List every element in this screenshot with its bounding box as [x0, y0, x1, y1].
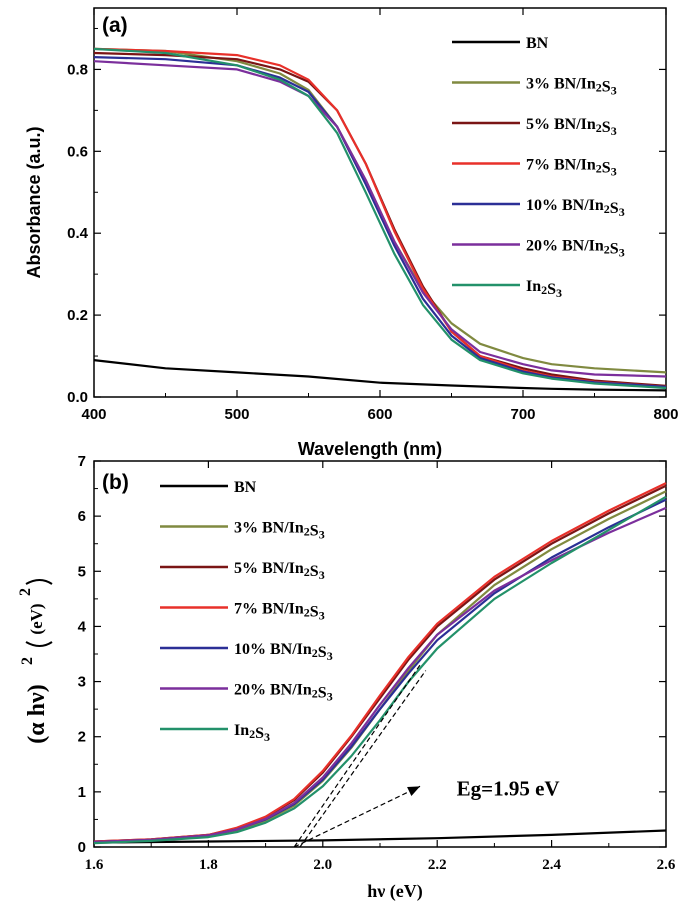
legend-label-a-2: 5% BN/In2S3: [526, 116, 617, 138]
legend-label-b-5: 20% BN/In2S3: [234, 682, 333, 704]
y-tick-label-b: 6: [78, 508, 86, 525]
legend-label-b-1: 3% BN/In2S3: [234, 520, 325, 542]
tangent-line-0: [293, 664, 421, 848]
x-tick-label-a: 800: [653, 406, 678, 423]
y-axis-label-exp2-b: 2: [17, 588, 34, 596]
series-line-a-2: [93, 51, 667, 387]
legend-label-b-2: 5% BN/In2S3: [234, 560, 325, 582]
y-tick-label-b: 5: [78, 563, 86, 580]
series-line-b-0: [93, 829, 667, 844]
legend-label-a-3: 7% BN/In2S3: [526, 157, 617, 179]
y-tick-label-a: 0.8: [67, 61, 88, 78]
x-tick-label-a: 400: [81, 406, 106, 423]
y-tick-label-a: 0.6: [67, 143, 88, 160]
panel-a-absorbance-chart: 400 500 600 700 800 0.0 0.2 0.4 0.6 0.8 Wavelength…: [24, 7, 679, 459]
y-axis-paren-right: [25, 579, 53, 585]
x-tick-label-a: 500: [224, 406, 249, 423]
y-tick-label-b: 0: [78, 839, 86, 856]
x-axis-label-b: hν (eV): [367, 881, 423, 902]
y-tick-label-b: 7: [78, 453, 86, 470]
y-tick-label-a: 0.0: [67, 389, 88, 406]
x-tick-label-b: 2.2: [428, 857, 447, 873]
series-line-a-5: [93, 60, 667, 378]
y-axis-label-exp-b: 2: [19, 657, 36, 665]
y-axis-label-b: (α hν) 2 (eV) 2: [17, 579, 53, 744]
y-axis-label-unit-b: (eV): [27, 603, 46, 634]
plot-frame-b: [93, 460, 667, 848]
y-axis-paren-left: [25, 641, 53, 647]
annotation-arrow-head: [407, 786, 421, 797]
x-axis-label-a: Wavelength (nm): [298, 439, 442, 459]
series-line-b-2: [93, 484, 667, 843]
x-tick-label-a: 700: [510, 406, 535, 423]
panel-label-a: (a): [102, 14, 128, 37]
legend-label-a-5: 20% BN/In2S3: [526, 238, 625, 260]
y-tick-label-a: 0.4: [67, 225, 89, 242]
x-tick-label-b: 1.6: [85, 857, 104, 873]
x-tick-label-b: 2.6: [657, 857, 676, 873]
legend-label-b-4: 10% BN/In2S3: [234, 641, 333, 663]
annotation-eg-label: Eg=1.95 eV: [457, 776, 560, 800]
series-line-b-6: [93, 495, 667, 845]
y-tick-label-b: 4: [78, 618, 87, 635]
legend-label-a-4: 10% BN/In2S3: [526, 197, 625, 219]
panel-b-tauc-plot: 1.6 1.8 2.0 2.2 2.4 2.6 0 1 2 3 4 5 6 7 hν (eV) (α hν) 2…: [17, 453, 676, 902]
x-tick-label-b: 2.4: [542, 857, 561, 873]
tangent-line-1: [299, 670, 427, 848]
series-line-a-0: [93, 359, 667, 392]
series-line-a-6: [93, 47, 667, 390]
series-line-b-4: [93, 498, 667, 844]
series-line-a-3: [93, 47, 667, 388]
y-tick-label-b: 2: [78, 729, 86, 746]
x-tick-label-b: 2.0: [313, 857, 332, 873]
y-tick-label-a: 0.2: [67, 307, 88, 324]
legend-label-b-6: In2S3: [234, 722, 270, 744]
annotation-arrow-line: [293, 785, 421, 848]
legend-label-a-0: BN: [526, 35, 549, 52]
series-line-b-5: [93, 506, 667, 844]
series-line-b-1: [93, 490, 667, 844]
x-tick-label-a: 600: [367, 406, 392, 423]
x-tick-label-b: 1.8: [199, 857, 218, 873]
y-tick-label-b: 1: [78, 784, 86, 801]
panel-label-b: (b): [102, 471, 129, 494]
legend-label-b-3: 7% BN/In2S3: [234, 601, 325, 623]
legend-label-a-6: In2S3: [526, 278, 562, 300]
legend-label-a-1: 3% BN/In2S3: [526, 76, 617, 98]
y-axis-label-a: Absorbance (a.u.): [24, 126, 44, 278]
y-tick-label-b: 3: [78, 674, 86, 691]
legend-label-b-0: BN: [234, 479, 257, 496]
y-axis-label-main-b: (α hν): [24, 684, 50, 743]
series-line-b-3: [93, 482, 667, 843]
